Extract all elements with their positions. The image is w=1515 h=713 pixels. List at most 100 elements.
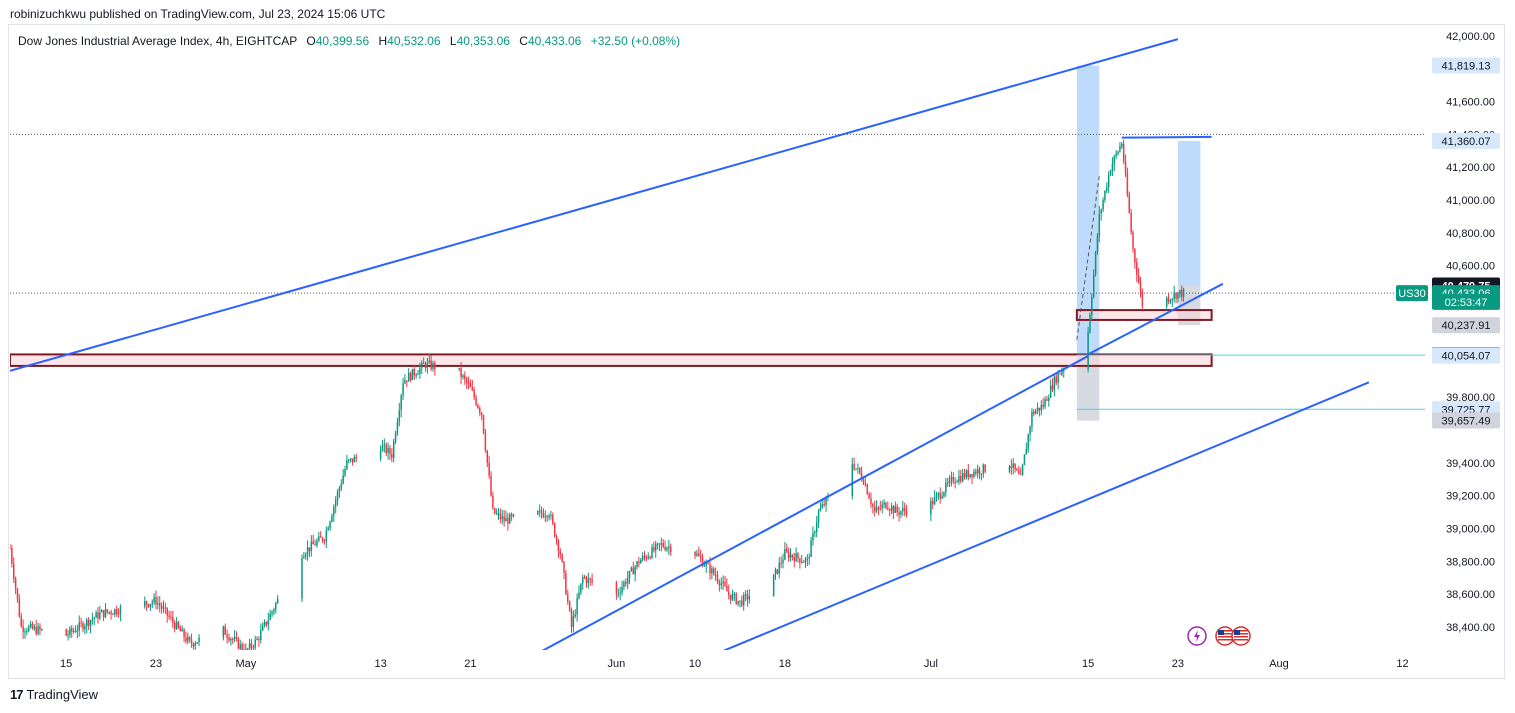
candle (651, 543, 653, 560)
candle (621, 580, 623, 596)
candle-body (387, 447, 389, 454)
candle-body (1175, 292, 1177, 299)
x-tick-label: Jun (608, 658, 626, 670)
candle (112, 612, 114, 615)
candle (1033, 408, 1035, 417)
candle-body (879, 507, 882, 509)
lower-channel-line (722, 381, 1370, 650)
candle-body (41, 629, 43, 631)
candle-body (84, 626, 86, 630)
candle-body (338, 487, 341, 492)
candle-body (744, 594, 747, 596)
candle-body (426, 362, 429, 368)
candle-body (696, 553, 698, 556)
candle-body (276, 598, 279, 604)
candle-body (1136, 262, 1138, 275)
candle (741, 595, 743, 608)
candle (892, 505, 895, 519)
candle (969, 474, 971, 479)
candle-body (151, 602, 153, 604)
candle (22, 619, 24, 639)
candle (654, 540, 657, 558)
candle-body (415, 374, 417, 376)
plot-area (10, 38, 1425, 650)
candle (930, 496, 932, 522)
price-label-bg (1432, 412, 1500, 429)
candle-body (784, 548, 786, 560)
candle-body (1018, 470, 1020, 474)
candle-body (385, 444, 387, 454)
candle-body (896, 506, 898, 513)
candle-body (699, 555, 702, 559)
candle (581, 574, 584, 590)
candle (1012, 457, 1014, 475)
candle (978, 466, 981, 480)
candle (1128, 191, 1131, 214)
candle (95, 610, 97, 618)
candle-body (656, 543, 659, 545)
candle-body (559, 551, 562, 555)
candle (1029, 425, 1031, 442)
candle (726, 578, 728, 592)
candle-body (1025, 449, 1028, 455)
candle (589, 577, 591, 586)
candle-body (580, 583, 582, 593)
candle (179, 625, 182, 632)
candle-body (875, 507, 878, 512)
candle (935, 492, 938, 502)
candle (742, 592, 745, 611)
candle-body (316, 540, 318, 546)
candle-body (406, 380, 408, 382)
candle-body (224, 626, 226, 635)
candle-body (538, 510, 541, 512)
candle-body (65, 629, 67, 636)
candle-body (1044, 399, 1046, 407)
candle-body (97, 612, 99, 619)
candle-body (640, 560, 642, 564)
label-39657: 39,657.49 (1432, 412, 1500, 429)
candle (484, 428, 487, 453)
candle (555, 534, 558, 545)
candle (903, 502, 906, 517)
candle-body (971, 474, 973, 477)
candle (782, 553, 784, 569)
candle (619, 586, 621, 601)
candle (344, 465, 346, 478)
candle-body (720, 583, 722, 586)
candle-body (617, 593, 620, 595)
candle-body (1055, 376, 1058, 383)
candle-body (104, 609, 107, 618)
candle-body (1016, 469, 1018, 471)
candle (226, 629, 228, 644)
candle-body (269, 613, 271, 620)
candle-body (892, 506, 895, 513)
x-tick-label: 18 (779, 658, 791, 670)
candle (310, 535, 313, 557)
chart-legend: Dow Jones Industrial Average Index, 4h, … (18, 34, 680, 48)
legend-open: 40,399.56 (315, 34, 370, 48)
candle (868, 491, 870, 500)
upper-channel-line (10, 38, 1179, 372)
footer-brand[interactable]: 17 TradingView (10, 687, 98, 702)
candle-body (231, 638, 234, 640)
candle-body (319, 536, 322, 538)
candle-body (235, 637, 238, 639)
candle-body (157, 603, 159, 605)
candle-body (1019, 473, 1022, 475)
candle (340, 479, 343, 491)
candle (106, 608, 109, 615)
candle (89, 619, 92, 634)
candle (617, 588, 620, 598)
candle-body (267, 619, 270, 625)
candle-body (271, 611, 273, 614)
candle (943, 491, 945, 499)
candle-body (937, 493, 940, 495)
candle (649, 555, 651, 560)
y-tick-label: 39,800.00 (1446, 392, 1495, 404)
candle-body (168, 615, 170, 617)
candle-body (110, 611, 112, 614)
candle-body (301, 558, 303, 599)
candle (183, 628, 185, 643)
candle-body (396, 421, 399, 434)
